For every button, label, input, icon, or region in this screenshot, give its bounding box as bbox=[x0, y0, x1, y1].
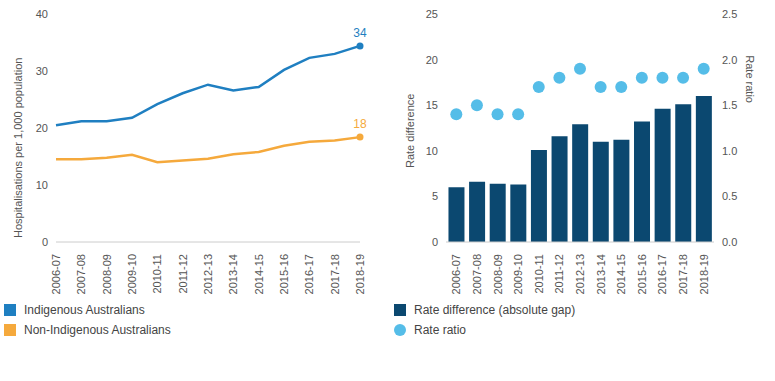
svg-text:2017-18: 2017-18 bbox=[329, 254, 341, 294]
svg-text:Hospitalisations per 1,000 pop: Hospitalisations per 1,000 population bbox=[12, 58, 24, 238]
svg-text:2015-16: 2015-16 bbox=[278, 254, 290, 294]
svg-text:Rate ratio: Rate ratio bbox=[744, 55, 756, 103]
svg-text:5: 5 bbox=[432, 190, 438, 202]
svg-text:2016-17: 2016-17 bbox=[303, 254, 315, 294]
svg-text:2010-11: 2010-11 bbox=[151, 254, 163, 294]
svg-text:0: 0 bbox=[42, 236, 48, 248]
svg-text:34: 34 bbox=[353, 26, 367, 40]
svg-text:0.5: 0.5 bbox=[722, 190, 737, 202]
svg-text:1.0: 1.0 bbox=[722, 145, 737, 157]
svg-text:2009-10: 2009-10 bbox=[126, 254, 138, 294]
svg-text:2006-07: 2006-07 bbox=[450, 254, 462, 294]
svg-text:2010-11: 2010-11 bbox=[533, 254, 545, 294]
svg-text:2018-19: 2018-19 bbox=[698, 254, 710, 294]
svg-text:2015-16: 2015-16 bbox=[636, 254, 648, 294]
svg-text:2009-10: 2009-10 bbox=[512, 254, 524, 294]
svg-text:2.5: 2.5 bbox=[722, 8, 737, 20]
svg-text:2014-15: 2014-15 bbox=[253, 254, 265, 294]
svg-text:0.0: 0.0 bbox=[722, 236, 737, 248]
html-text:Indigenous Australians: Indigenous Australians bbox=[24, 303, 145, 317]
svg-text:2007-08: 2007-08 bbox=[471, 254, 483, 294]
svg-text:10: 10 bbox=[426, 145, 438, 157]
svg-text:0: 0 bbox=[432, 236, 438, 248]
svg-text:18: 18 bbox=[353, 117, 367, 131]
svg-text:1.5: 1.5 bbox=[722, 99, 737, 111]
svg-text:2007-08: 2007-08 bbox=[75, 254, 87, 294]
svg-text:2013-14: 2013-14 bbox=[595, 254, 607, 294]
svg-text:10: 10 bbox=[36, 179, 48, 191]
svg-text:2018-19: 2018-19 bbox=[354, 254, 366, 294]
svg-text:2.0: 2.0 bbox=[722, 54, 737, 66]
svg-text:25: 25 bbox=[426, 8, 438, 20]
svg-text:15: 15 bbox=[426, 99, 438, 111]
svg-text:2011-12: 2011-12 bbox=[177, 254, 189, 294]
svg-text:2016-17: 2016-17 bbox=[656, 254, 668, 294]
svg-text:Rate difference: Rate difference bbox=[404, 94, 416, 168]
svg-text:2008-09: 2008-09 bbox=[492, 254, 504, 294]
svg-text:2012-13: 2012-13 bbox=[202, 254, 214, 294]
svg-text:2012-13: 2012-13 bbox=[574, 254, 586, 294]
svg-text:2014-15: 2014-15 bbox=[615, 254, 627, 294]
html-text:Rate ratio: Rate ratio bbox=[414, 323, 466, 337]
svg-text:20: 20 bbox=[36, 122, 48, 134]
svg-text:20: 20 bbox=[426, 54, 438, 66]
svg-text:2013-14: 2013-14 bbox=[227, 254, 239, 294]
html-text:Rate difference (absolute gap): Rate difference (absolute gap) bbox=[414, 303, 576, 317]
svg-text:2006-07: 2006-07 bbox=[50, 254, 62, 294]
svg-text:2017-18: 2017-18 bbox=[677, 254, 689, 294]
svg-text:30: 30 bbox=[36, 65, 48, 77]
svg-text:2011-12: 2011-12 bbox=[553, 254, 565, 294]
svg-text:40: 40 bbox=[36, 8, 48, 20]
html-text:Non-Indigenous Australians: Non-Indigenous Australians bbox=[24, 323, 171, 337]
svg-text:2008-09: 2008-09 bbox=[101, 254, 113, 294]
